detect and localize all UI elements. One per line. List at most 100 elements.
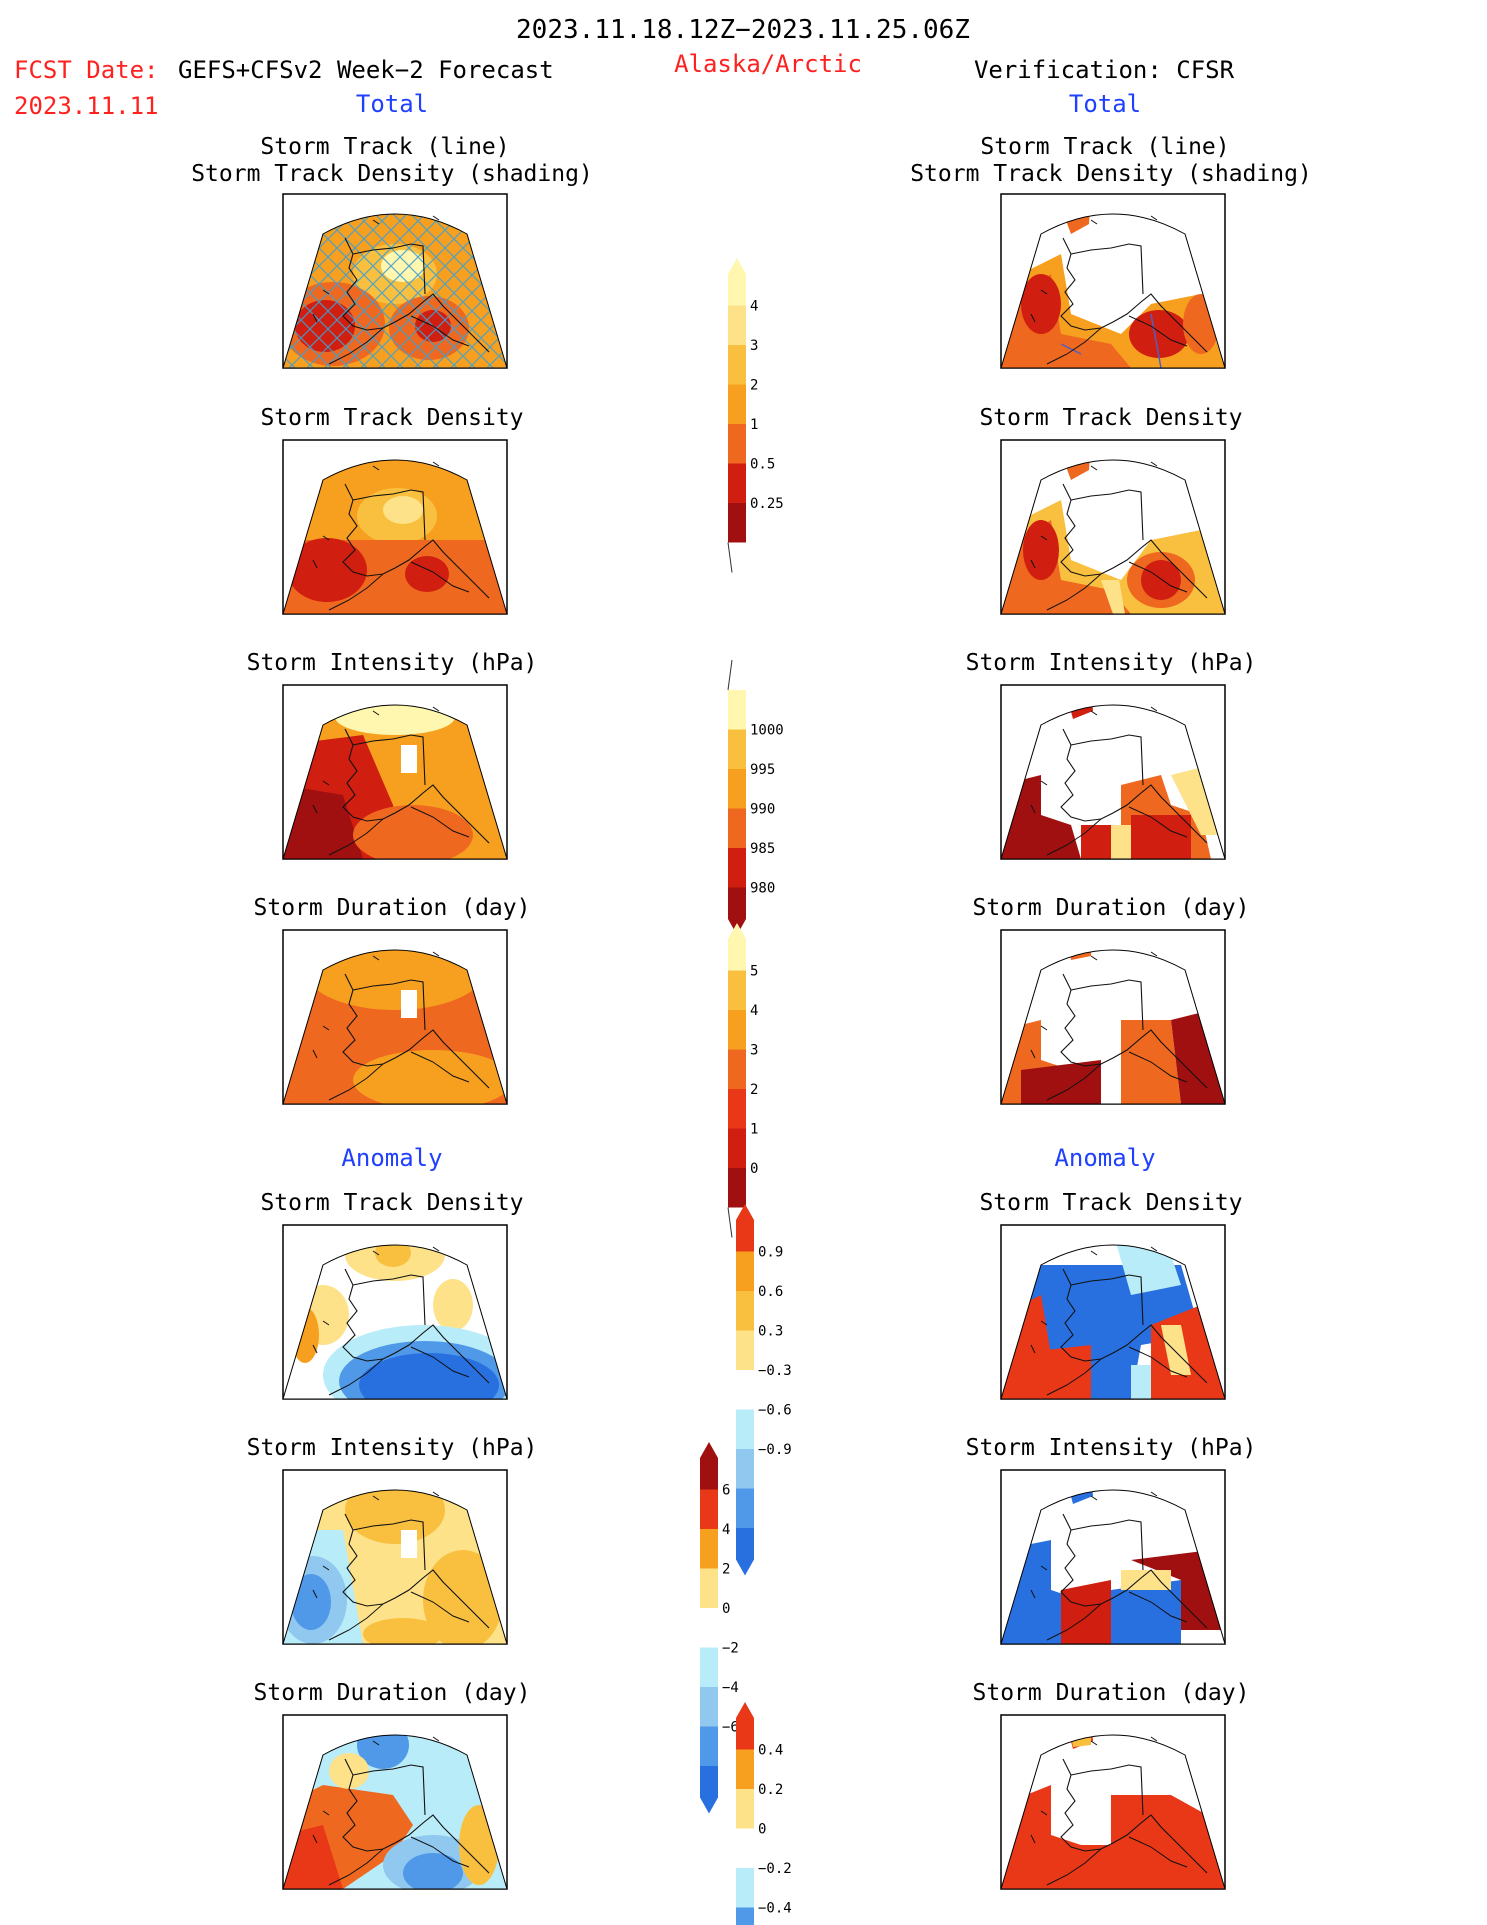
colorbar-3-swatch (728, 1010, 746, 1050)
right-panel-5-title: Storm Track Density (979, 1190, 1242, 1216)
right-map-density (1000, 439, 1226, 615)
right-panel-2-title: Storm Track Density (979, 405, 1242, 431)
colorbar-4-arrow-top (736, 1204, 754, 1252)
left-anomaly-header: Anomaly (341, 1144, 442, 1172)
colorbar-3-swatch (728, 970, 746, 1010)
colorbar-5-arrow-top (700, 1442, 718, 1490)
colorbar-3-tick-label: 1 (750, 1122, 758, 1138)
left-panel-1-subtitle: Storm Track Density (shading) (191, 161, 593, 187)
left-map-density (282, 439, 508, 615)
fcst-date-label: FCST Date: (14, 56, 159, 84)
colorbar-4: 0.9 0.6 0.3 −0.3 −0.6 −0.9 (736, 1204, 792, 1576)
colorbar-2-swatch (728, 808, 746, 848)
right-panel-6-title: Storm Intensity (hPa) (966, 1435, 1257, 1461)
colorbar-4-swatch (736, 1409, 754, 1449)
left-panel-6-title: Storm Intensity (hPa) (247, 1435, 538, 1461)
colorbar-4-tick-label: 0.9 (758, 1245, 783, 1261)
colorbar-3-tick-label: 3 (750, 1043, 758, 1059)
colorbar-2-tick-label: 990 (750, 802, 775, 818)
colorbar-1-arrow-top (728, 258, 746, 306)
fcst-date-value: 2023.11.11 (14, 92, 159, 120)
colorbar-6-swatch (736, 1907, 754, 1925)
colorbar-5-tick-label: 4 (722, 1522, 730, 1538)
colorbar-6-tick-label: 0 (758, 1822, 766, 1838)
left-panel-7-title: Storm Duration (day) (254, 1680, 531, 1706)
colorbar-5-swatch (700, 1726, 718, 1766)
colorbar-4-arrow-bottom (736, 1528, 754, 1576)
right-panel-1-title: Storm Track (line) (980, 134, 1229, 160)
right-map-duration-anomaly (1000, 1714, 1226, 1890)
colorbar-2-tick-label: 980 (750, 881, 775, 897)
left-map-intensity-anomaly (282, 1469, 508, 1645)
colorbar-5-swatch (700, 1608, 718, 1648)
colorbar-2-tick-label: 985 (750, 841, 775, 857)
colorbar-4-swatch (736, 1291, 754, 1331)
colorbar-2-stub-top (727, 659, 733, 691)
colorbar-6-tick-label: −0.2 (758, 1861, 792, 1877)
period-title: 2023.11.18.12Z−2023.11.25.06Z (516, 15, 970, 45)
colorbar-5-swatch (700, 1568, 718, 1608)
colorbar-5-tick-label: −2 (722, 1641, 739, 1657)
colorbar-3-swatch (728, 1168, 746, 1208)
right-map-intensity (1000, 684, 1226, 860)
colorbar-1: 0.25 0.5 1 2 3 4 (727, 258, 784, 573)
colorbar-5-tick-label: 0 (722, 1601, 730, 1617)
colorbar-4-swatch (736, 1488, 754, 1528)
colorbar-1-swatch (728, 424, 746, 464)
colorbar-1-swatch (728, 305, 746, 345)
left-panel-4-title: Storm Duration (day) (254, 895, 531, 921)
colorbar-6-swatch (736, 1868, 754, 1908)
colorbar-2-swatch (728, 729, 746, 769)
colorbar-2-tick-label: 1000 (750, 723, 784, 739)
colorbar-5-tick-label: 2 (722, 1562, 730, 1578)
colorbar-1-swatch (728, 503, 746, 543)
colorbar-6-swatch (736, 1828, 754, 1868)
colorbar-6-tick-label: 0.2 (758, 1782, 783, 1798)
right-panel-7-title: Storm Duration (day) (973, 1680, 1250, 1706)
colorbar-6-tick-label: 0.4 (758, 1743, 783, 1759)
right-map-duration (1000, 929, 1226, 1105)
colorbar-3-swatch (728, 1128, 746, 1168)
left-map-density-anomaly (282, 1224, 508, 1400)
colorbar-4-tick-label: −0.9 (758, 1442, 792, 1458)
colorbar-4-swatch (736, 1449, 754, 1489)
colorbar-2-swatch (728, 769, 746, 809)
right-total-header: Total (1069, 90, 1141, 118)
right-map-density-anomaly (1000, 1224, 1226, 1400)
right-anomaly-header: Anomaly (1054, 1144, 1155, 1172)
colorbar-2-swatch (728, 848, 746, 888)
colorbar-6-swatch (736, 1749, 754, 1789)
colorbar-3: 0 1 2 3 4 5 (727, 923, 758, 1238)
colorbar-4-swatch (736, 1251, 754, 1291)
left-total-header: Total (356, 90, 428, 118)
colorbar-3-swatch (728, 1049, 746, 1089)
colorbar-4-tick-label: 0.6 (758, 1284, 783, 1300)
colorbar-3-tick-label: 5 (750, 964, 758, 980)
left-panel-1-title: Storm Track (line) (260, 134, 509, 160)
colorbar-3-tick-label: 4 (750, 1003, 758, 1019)
region-title: Alaska/Arctic (674, 50, 862, 78)
forecast-product: GEFS+CFSv2 Week−2 Forecast (178, 56, 554, 84)
colorbar-3-tick-label: 0 (750, 1161, 758, 1177)
colorbar-5-swatch (700, 1647, 718, 1687)
colorbar-4-tick-label: 0.3 (758, 1324, 783, 1340)
colorbar-6: 0.4 0.2 0 −0.2 −0.4 (736, 1702, 792, 1925)
colorbar-5-swatch (700, 1687, 718, 1727)
colorbar-5: 6 4 2 0 −2 −4 −6 (700, 1442, 739, 1814)
colorbar-1-tick-label: 4 (750, 299, 758, 315)
colorbar-1-tick-label: 2 (750, 378, 758, 394)
colorbar-6-swatch (736, 1789, 754, 1829)
right-panel-1-subtitle: Storm Track Density (shading) (910, 161, 1312, 187)
colorbar-3-stub-bottom (727, 1207, 733, 1238)
colorbar-5-tick-label: 6 (722, 1483, 730, 1499)
colorbar-1-tick-label: 0.25 (750, 496, 784, 512)
colorbar-1-tick-label: 0.5 (750, 457, 775, 473)
left-panel-5-title: Storm Track Density (260, 1190, 523, 1216)
left-map-track (282, 193, 508, 369)
colorbar-5-tick-label: −6 (722, 1720, 739, 1736)
colorbar-2-tick-label: 995 (750, 762, 775, 778)
left-map-intensity (282, 684, 508, 860)
colorbar-2-arrow-bottom (728, 887, 746, 935)
colorbar-5-swatch (700, 1529, 718, 1569)
